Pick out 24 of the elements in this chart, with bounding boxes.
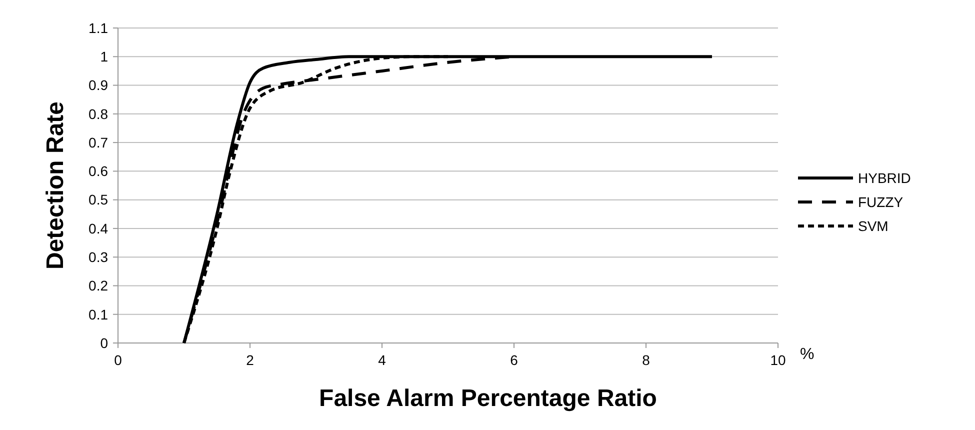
x-tick-label: 10 xyxy=(770,352,786,368)
y-tick-label: 0.9 xyxy=(88,77,108,94)
x-tick-label: 6 xyxy=(510,352,518,368)
y-tick-label: 1 xyxy=(100,48,108,65)
y-tick-label: 0.5 xyxy=(88,192,108,208)
legend-label: HYBRID xyxy=(858,170,911,186)
y-tick-label: 0.2 xyxy=(88,278,108,294)
text: % xyxy=(800,346,814,363)
legend-label: FUZZY xyxy=(858,194,904,210)
y-tick-label: 1.1 xyxy=(88,20,108,36)
y-tick-label: 0.3 xyxy=(88,248,108,265)
x-tick-label: 2 xyxy=(246,352,254,368)
x-axis-title: False Alarm Percentage Ratio xyxy=(319,385,657,412)
y-tick-label: 0 xyxy=(100,334,108,351)
legend-label: SVM xyxy=(858,218,888,234)
y-axis-title: Detection Rate xyxy=(42,101,69,270)
y-tick-label: 0.6 xyxy=(88,163,108,180)
x-tick-label: 4 xyxy=(378,352,386,368)
y-tick-label: 0.7 xyxy=(88,134,108,150)
x-tick-label: 8 xyxy=(642,352,650,368)
y-tick-label: 0.1 xyxy=(88,306,108,322)
y-tick-label: 0.4 xyxy=(88,220,108,236)
y-tick-label: 0.8 xyxy=(88,106,108,122)
x-tick-label: 0 xyxy=(114,352,122,368)
